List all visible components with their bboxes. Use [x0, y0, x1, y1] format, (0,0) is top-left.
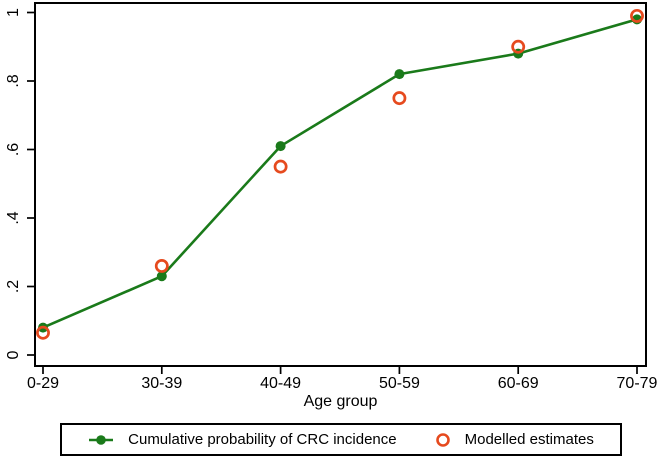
observed-point: [394, 69, 405, 80]
y-tick-label: .8: [5, 74, 22, 87]
observed-point: [275, 141, 286, 152]
y-tick-label: .4: [5, 211, 22, 224]
y-tick-label: .6: [5, 143, 22, 156]
x-tick-label: 40-49: [260, 375, 301, 392]
x-tick-label: 70-79: [617, 375, 658, 392]
x-axis-title: Age group: [303, 393, 378, 410]
x-tick-label: 30-39: [141, 375, 182, 392]
open-circle-icon: [435, 432, 450, 447]
legend-item-modelled: Modelled estimates: [435, 431, 594, 448]
legend-label-modelled: Modelled estimates: [464, 431, 594, 448]
observed-line: [42, 18, 638, 329]
modelled-point: [630, 8, 644, 23]
line-with-dot-icon: [89, 434, 114, 445]
plot-border: [34, 2, 647, 367]
modelled-point: [36, 325, 50, 340]
modelled-point: [154, 259, 169, 273]
modelled-point: [392, 91, 407, 106]
observed-point: [156, 271, 167, 282]
legend-item-observed: Cumulative probability of CRC incidence: [88, 431, 397, 448]
y-tick-label: 1: [5, 8, 22, 17]
y-tick-label: .2: [5, 280, 22, 293]
legend-label-observed: Cumulative probability of CRC incidence: [128, 431, 397, 448]
y-tick-label: 0: [5, 350, 22, 359]
modelled-point: [273, 159, 288, 174]
modelled-point: [511, 39, 526, 54]
x-tick-label: 0-29: [27, 375, 59, 392]
x-tick-label: 50-59: [379, 375, 420, 392]
x-tick-label: 60-69: [498, 375, 539, 392]
legend: Cumulative probability of CRC incidence …: [60, 423, 622, 456]
